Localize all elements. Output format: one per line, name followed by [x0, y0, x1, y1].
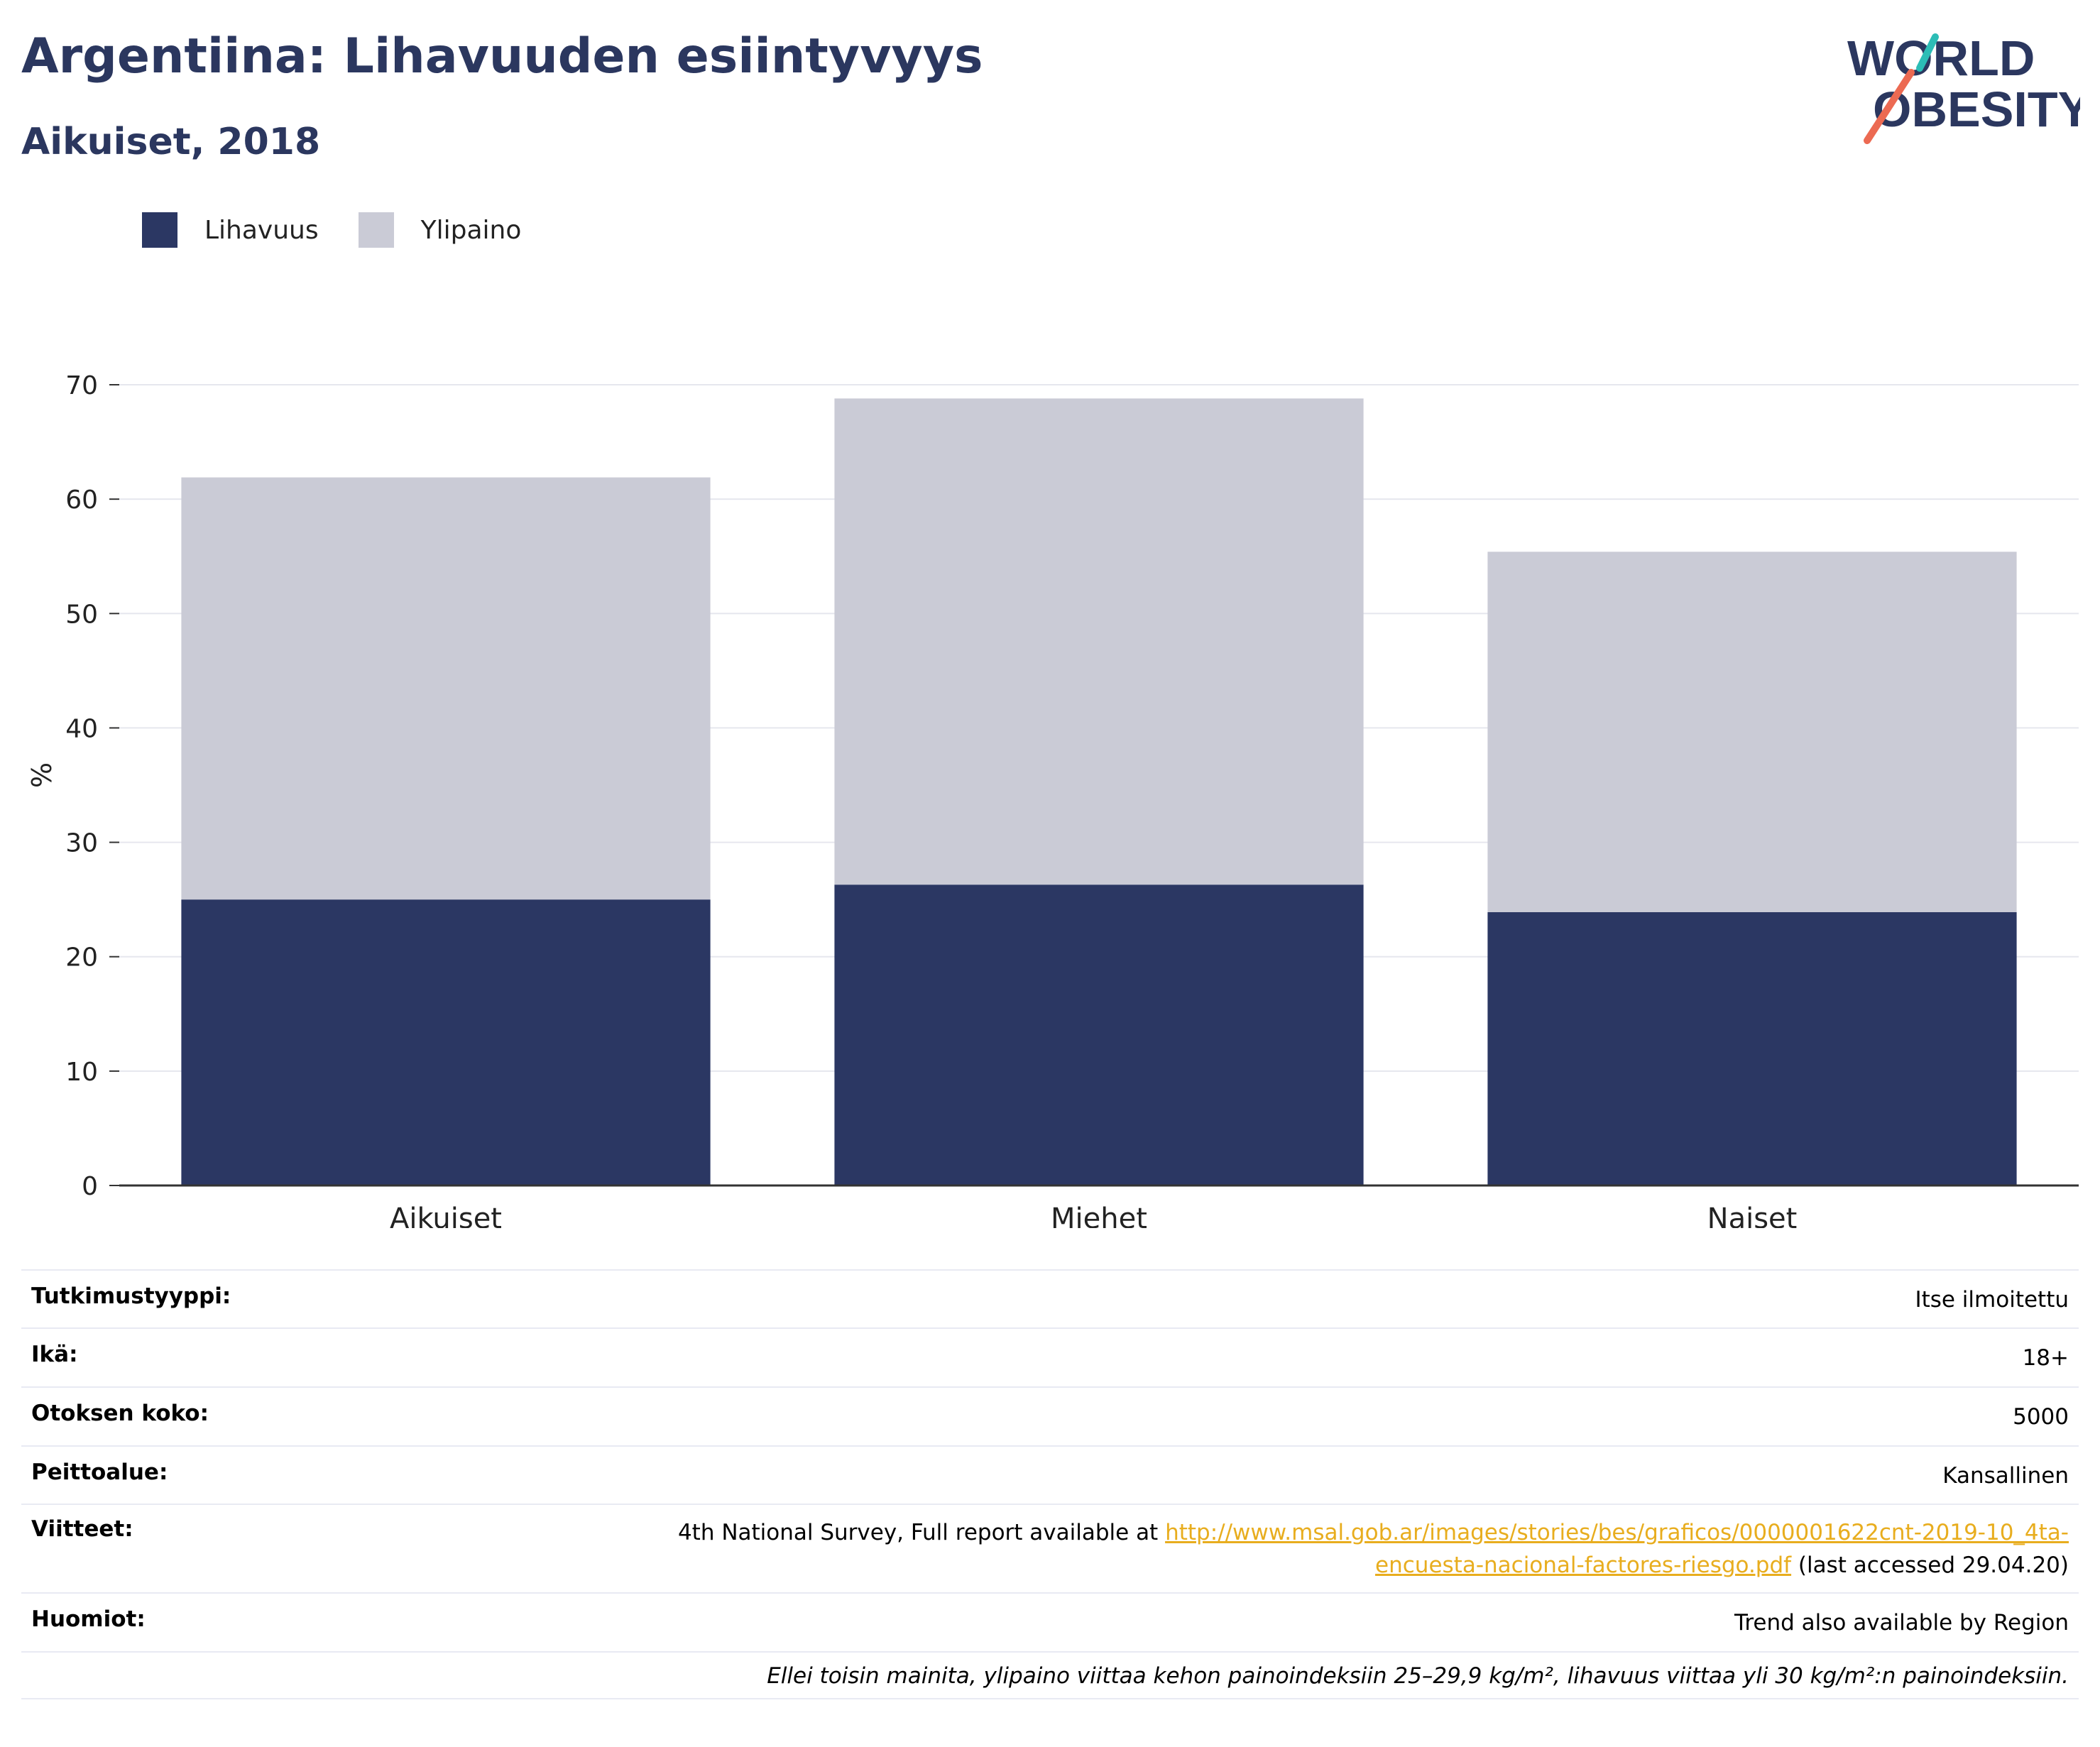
reference-link-part1[interactable]: http://www.msal.gob.ar/images/stories/be…	[1165, 1520, 2069, 1545]
legend-item-obesity[interactable]: Lihavuus	[142, 212, 319, 248]
reference-text-before: 4th National Survey, Full report availab…	[677, 1520, 1166, 1545]
y-tick-label-70: 70	[65, 371, 98, 400]
reference-text-after: (last accessed 29.04.20)	[1791, 1552, 2069, 1578]
info-value-age: 18+	[2022, 1345, 2069, 1371]
legend-label-overweight: Ylipaino	[420, 215, 522, 245]
y-axis-label: %	[26, 762, 58, 788]
logo-slash-teal	[1916, 33, 1939, 72]
info-label-sample-size: Otoksen koko:	[31, 1401, 209, 1426]
info-value-sample-size: 5000	[2013, 1404, 2069, 1430]
chart-legend: Lihavuus Ylipaino	[142, 210, 561, 250]
x-tick-label-miehet: Miehet	[1051, 1203, 1147, 1228]
bar-naiset-overweight[interactable]	[1487, 552, 2017, 912]
y-axis: 0 10 20 30 40 50 60 70	[65, 371, 119, 1201]
y-tick-label-10: 10	[65, 1058, 98, 1087]
stacked-bar-chart: 0 10 20 30 40 50 60 70 Aikuiset Miehet Naiset %	[26, 371, 2079, 1228]
info-label-coverage: Peittoalue:	[31, 1460, 168, 1485]
info-row-references: Viitteet: 4th National Survey, Full repo…	[21, 1505, 2079, 1594]
logo-word-world: WORLD	[1847, 31, 2035, 86]
info-value-coverage: Kansallinen	[1942, 1463, 2069, 1489]
bar-miehet-obesity[interactable]	[834, 885, 1364, 1185]
legend-label-obesity: Lihavuus	[204, 215, 319, 245]
info-table: Tutkimustyyppi: Itse ilmoitettu Ikä: 18+…	[21, 1269, 2079, 1699]
bars	[181, 398, 2017, 1185]
logo-word-obesity: OBESITY	[1873, 82, 2080, 137]
bar-miehet-overweight[interactable]	[834, 398, 1364, 885]
info-label-notes: Huomiot:	[31, 1606, 146, 1632]
bar-naiset-obesity[interactable]	[1487, 911, 2017, 1185]
y-tick-label-60: 60	[65, 486, 98, 515]
y-tick-label-30: 30	[65, 829, 98, 858]
x-axis: Aikuiset Miehet Naiset	[119, 1184, 2079, 1228]
legend-item-overweight[interactable]: Ylipaino	[358, 212, 522, 248]
reference-link-part2[interactable]: encuesta-nacional-factores-riesgo.pdf	[1375, 1552, 1792, 1578]
legend-swatch-obesity	[142, 212, 177, 248]
footnote-text: Ellei toisin mainita, ylipaino viittaa k…	[767, 1663, 2069, 1689]
info-row-footnote: Ellei toisin mainita, ylipaino viittaa k…	[21, 1653, 2079, 1699]
info-row-sample-size: Otoksen koko: 5000	[21, 1388, 2079, 1447]
info-row-age: Ikä: 18+	[21, 1329, 2079, 1388]
legend-swatch-overweight	[358, 212, 394, 248]
y-tick-label-50: 50	[65, 600, 98, 629]
info-label-references: Viitteet:	[31, 1516, 133, 1542]
info-row-study-type: Tutkimustyyppi: Itse ilmoitettu	[21, 1271, 2079, 1329]
x-tick-label-naiset: Naiset	[1707, 1203, 1798, 1228]
info-value-references: 4th National Survey, Full report availab…	[678, 1516, 2069, 1582]
info-label-age: Ikä:	[31, 1342, 78, 1367]
y-tick-label-20: 20	[65, 943, 98, 973]
info-value-study-type: Itse ilmoitettu	[1915, 1287, 2069, 1313]
logo-slash-coral	[1864, 69, 1915, 144]
x-tick-label-aikuiset: Aikuiset	[390, 1203, 502, 1228]
world-obesity-logo: WORLD OBESITY	[1847, 31, 2080, 144]
bar-aikuiset-obesity[interactable]	[181, 899, 711, 1185]
info-row-coverage: Peittoalue: Kansallinen	[21, 1447, 2079, 1505]
y-tick-label-40: 40	[65, 714, 98, 743]
y-tick-label-0: 0	[82, 1172, 98, 1201]
chart-subtitle: Aikuiset, 2018	[21, 121, 321, 163]
bar-aikuiset-overweight[interactable]	[181, 477, 711, 900]
info-label-study-type: Tutkimustyyppi:	[31, 1283, 231, 1309]
info-value-notes: Trend also available by Region	[1734, 1610, 2069, 1636]
info-row-notes: Huomiot: Trend also available by Region	[21, 1594, 2079, 1653]
chart-title: Argentiina: Lihavuuden esiintyvyys	[21, 28, 983, 84]
